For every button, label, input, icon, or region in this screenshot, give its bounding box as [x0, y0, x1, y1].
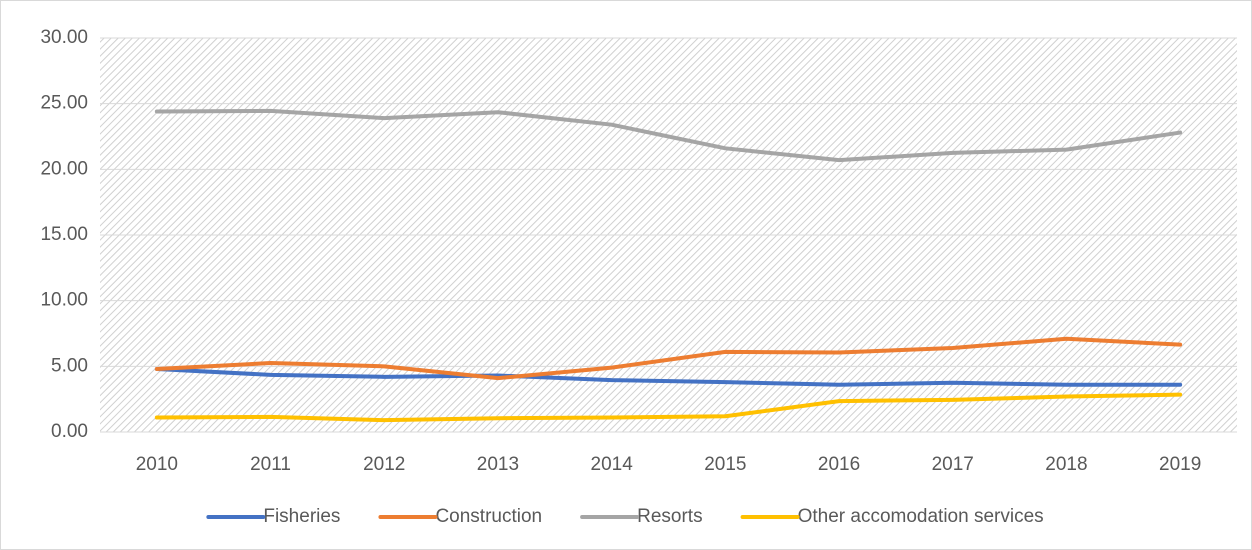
series-line [154, 336, 1183, 381]
y-tick-label: 0.00 [51, 421, 88, 442]
x-tick-label: 2018 [1045, 454, 1087, 475]
legend-label: Other accomodation services [798, 506, 1044, 527]
x-tick-label: 2013 [477, 454, 519, 475]
legend-label: Construction [435, 506, 542, 527]
x-tick-label: 2017 [932, 454, 974, 475]
x-tick-label: 2019 [1159, 454, 1201, 475]
legend-label: Fisheries [263, 506, 340, 527]
y-tick-label: 30.00 [40, 27, 88, 48]
y-tick-label: 20.00 [40, 158, 88, 179]
legend-label: Resorts [637, 506, 702, 527]
y-tick-label: 10.00 [40, 290, 88, 311]
series-line [154, 392, 1183, 423]
x-tick-label: 2015 [704, 454, 746, 475]
x-tick-label: 2010 [136, 454, 178, 475]
series-line [154, 366, 1183, 387]
y-tick-label: 15.00 [40, 224, 88, 245]
y-tick-label: 25.00 [40, 93, 88, 114]
x-tick-label: 2016 [818, 454, 860, 475]
x-tick-label: 2014 [591, 454, 634, 475]
x-tick-label: 2012 [363, 454, 405, 475]
series-line [154, 108, 1183, 163]
y-tick-label: 5.00 [51, 355, 88, 376]
x-tick-label: 2011 [250, 454, 291, 475]
